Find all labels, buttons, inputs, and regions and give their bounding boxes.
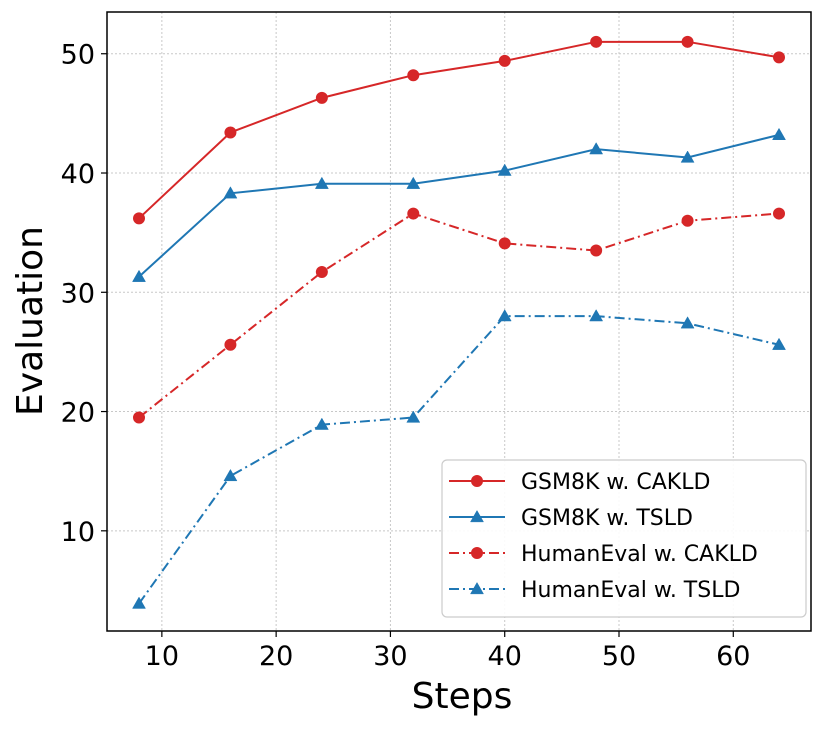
data-point bbox=[223, 468, 238, 482]
data-point bbox=[224, 126, 237, 139]
data-point bbox=[590, 35, 603, 48]
series-line bbox=[138, 315, 780, 605]
data-point bbox=[498, 54, 511, 67]
legend-label: GSM8K w. TSLD bbox=[521, 506, 693, 531]
data-point bbox=[680, 150, 695, 163]
data-point bbox=[224, 338, 237, 351]
x-tick-label: 20 bbox=[259, 641, 293, 672]
legend-box bbox=[441, 459, 807, 618]
data-point bbox=[407, 69, 420, 82]
data-point bbox=[314, 176, 329, 189]
legend-item: GSM8K w. CAKLD bbox=[449, 470, 710, 495]
data-point bbox=[589, 142, 604, 155]
data-point bbox=[407, 207, 420, 220]
data-point bbox=[681, 35, 694, 48]
data-point bbox=[406, 176, 421, 189]
y-tick-label: 50 bbox=[61, 40, 95, 71]
data-point bbox=[497, 309, 512, 322]
series-line bbox=[138, 212, 780, 419]
data-point bbox=[315, 266, 328, 279]
legend-marker bbox=[471, 475, 483, 487]
data-point bbox=[133, 212, 145, 225]
legend-marker bbox=[470, 509, 484, 523]
legend-marker bbox=[470, 581, 484, 595]
series-line bbox=[138, 133, 780, 278]
data-point bbox=[681, 214, 694, 227]
grid-lines bbox=[107, 12, 811, 631]
series-layer bbox=[132, 35, 786, 609]
y-tick-label: 40 bbox=[61, 159, 95, 190]
legend-marker bbox=[471, 547, 483, 559]
data-point bbox=[498, 237, 511, 250]
data-point bbox=[314, 417, 329, 430]
x-axis-label: Steps bbox=[412, 676, 513, 717]
data-point bbox=[772, 127, 786, 140]
data-point bbox=[773, 51, 785, 64]
legend-label: HumanEval w. CAKLD bbox=[521, 542, 758, 567]
y-axis-label: Evaluation bbox=[10, 226, 51, 416]
legend-item: GSM8K w. TSLD bbox=[449, 506, 693, 531]
series-3 bbox=[133, 207, 785, 424]
plot-frame bbox=[106, 11, 812, 632]
series-1 bbox=[133, 35, 785, 225]
data-point bbox=[497, 163, 512, 176]
data-point bbox=[589, 309, 604, 322]
x-tick-label: 10 bbox=[145, 641, 179, 672]
y-tick-label: 10 bbox=[61, 517, 95, 548]
data-point bbox=[772, 337, 786, 350]
series-2 bbox=[132, 127, 786, 282]
y-tick-label: 30 bbox=[61, 278, 95, 309]
data-point bbox=[680, 316, 695, 329]
data-point bbox=[223, 186, 238, 199]
y-tick-label: 20 bbox=[61, 398, 95, 429]
data-point bbox=[133, 411, 145, 424]
data-point bbox=[315, 91, 328, 104]
x-tick-label: 50 bbox=[602, 641, 636, 672]
legend-item: HumanEval w. TSLD bbox=[449, 578, 740, 603]
series-4 bbox=[132, 309, 786, 609]
axis-ticks: 10 20 30 40 50 60 10 20 30 40 50 bbox=[61, 40, 751, 672]
x-tick-label: 60 bbox=[716, 641, 750, 672]
x-tick-label: 40 bbox=[488, 641, 522, 672]
legend-item: HumanEval w. CAKLD bbox=[449, 542, 758, 567]
x-tick-label: 30 bbox=[373, 641, 407, 672]
data-point bbox=[773, 207, 785, 220]
legend: GSM8K w. CAKLD GSM8K w. TSLD HumanEval w. … bbox=[441, 459, 807, 618]
data-point bbox=[406, 410, 421, 423]
legend-label: HumanEval w. TSLD bbox=[521, 578, 740, 603]
data-point bbox=[132, 269, 146, 282]
data-point bbox=[590, 244, 603, 257]
series-line bbox=[138, 40, 780, 220]
data-point bbox=[132, 596, 146, 609]
legend-label: GSM8K w. CAKLD bbox=[521, 470, 710, 495]
